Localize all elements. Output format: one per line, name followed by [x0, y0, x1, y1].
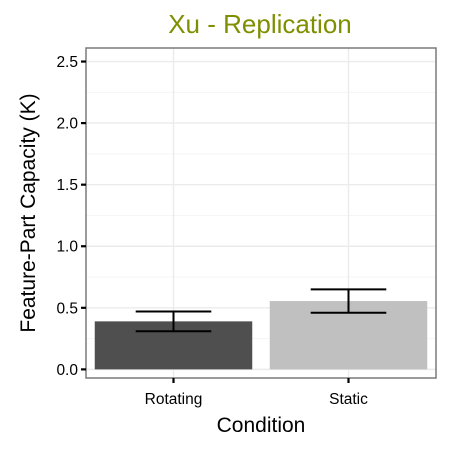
y-tick-label: 2.0: [56, 116, 78, 133]
x-axis: Rotating Static: [145, 378, 368, 408]
y-tick-label: 0.0: [56, 362, 78, 379]
y-axis-title: Feature-Part Capacity (K): [17, 93, 40, 332]
x-axis-title: Condition: [217, 414, 306, 437]
y-tick-label: 0.5: [56, 300, 78, 317]
chart-title: Xu - Replication: [168, 9, 352, 39]
panel-border: [85, 47, 437, 379]
y-tick-label: 2.5: [56, 54, 78, 71]
y-tick-label: 1.5: [56, 177, 78, 194]
x-tick-label: Rotating: [145, 391, 203, 408]
errorbars-layer: [135, 288, 387, 333]
x-tick-label: Static: [329, 391, 368, 408]
grid-layer: [86, 48, 436, 378]
y-tick-label: 1.0: [56, 239, 78, 256]
y-axis: 0.0 0.5 1.0 1.5 2.0 2.5: [56, 54, 86, 379]
